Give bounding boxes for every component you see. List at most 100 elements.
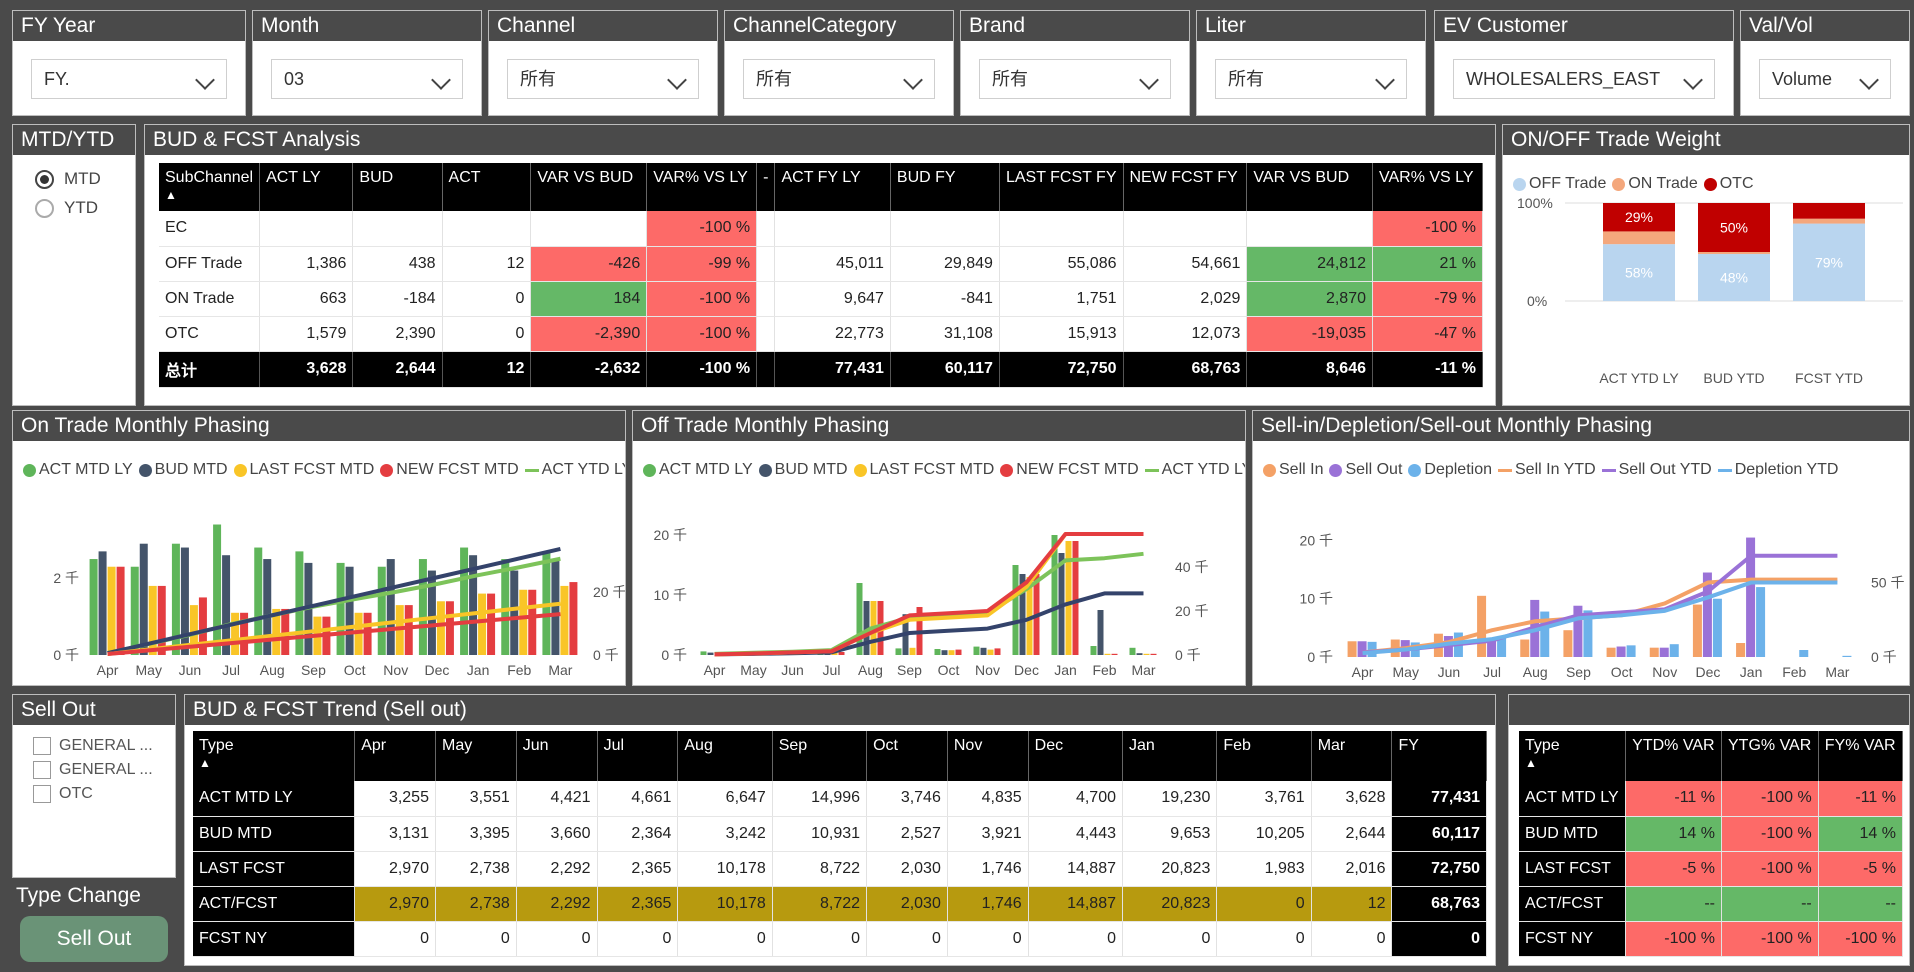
checkbox-general-2[interactable]: GENERAL ... (33, 761, 153, 779)
trend-col-header[interactable]: FY (1391, 731, 1487, 781)
data-label: 58% (1625, 265, 1653, 281)
bud-col-header[interactable]: ACT FY LY (774, 163, 891, 211)
table-cell: 60,117 (1391, 816, 1487, 852)
trend-col-header[interactable]: Sep (772, 731, 868, 781)
filter-dropdown[interactable]: Volume (1759, 59, 1891, 99)
bar (551, 559, 560, 655)
x-tick-label: BUD YTD (1703, 370, 1764, 386)
bar (157, 585, 166, 655)
legend-item: Sell Out (1329, 461, 1402, 479)
trend-col-header[interactable]: Jul (597, 731, 679, 781)
table-cell: 20,823 (1122, 851, 1218, 887)
bar (148, 585, 157, 655)
trend-col-header[interactable]: Apr (354, 731, 436, 781)
table-cell: 2,970 (354, 851, 436, 887)
legend-marker (643, 463, 656, 477)
bud-col-header[interactable]: ACT (442, 163, 532, 211)
chevron-down-icon (1683, 70, 1703, 90)
table-cell: 29,849 (890, 246, 1000, 282)
var-col-header[interactable]: YTG% VAR (1721, 731, 1819, 781)
trend-col-header[interactable]: Oct (866, 731, 948, 781)
filter-dropdown[interactable]: 所有 (1215, 59, 1407, 99)
x-tick-label: Mar (1825, 664, 1849, 680)
table-row: LAST FCST -5 % -100 % -5 % (1519, 851, 1904, 887)
series-line (107, 612, 561, 657)
filter-dropdown[interactable]: 所有 (507, 59, 699, 99)
checkbox-otc[interactable]: OTC (33, 785, 93, 803)
filter-dropdown[interactable]: 03 (271, 59, 463, 99)
table-cell: 3,551 (435, 781, 517, 817)
bud-col-header[interactable]: VAR% VS LY (646, 163, 758, 211)
filter-dropdown[interactable]: WHOLESALERS_EAST (1453, 59, 1715, 99)
x-tick-label: Sep (1566, 664, 1591, 680)
total-cell: -11 % (1372, 351, 1483, 388)
bud-col-header[interactable]: VAR% VS LY (1372, 163, 1483, 211)
bar (1756, 587, 1766, 657)
legend-marker (1329, 463, 1343, 477)
trend-col-header[interactable]: Jan (1122, 731, 1218, 781)
bud-col-header[interactable]: SubChannel ▲ (159, 163, 261, 211)
bud-col-header[interactable]: VAR VS BUD (1246, 163, 1373, 211)
var-col-header[interactable]: YTD% VAR (1625, 731, 1722, 781)
table-cell: 12,073 (1123, 316, 1248, 352)
legend-marker (853, 463, 867, 477)
trend-col-header[interactable]: Type ▲ (193, 731, 356, 781)
x-tick-label: Jul (222, 662, 240, 678)
trend-col-header[interactable]: Jun (516, 731, 598, 781)
bud-col-header[interactable]: - (756, 163, 776, 211)
radio-ytd[interactable]: YTD (35, 198, 98, 218)
bar (1659, 647, 1669, 657)
bar (1799, 650, 1809, 657)
trend-col-header[interactable]: Dec (1028, 731, 1124, 781)
table-cell: 3,628 (1311, 781, 1393, 817)
type-change-title: Type Change (16, 884, 141, 907)
filter-dropdown[interactable]: 所有 (979, 59, 1171, 99)
trend-col-header[interactable]: May (435, 731, 517, 781)
radio-mtd[interactable]: MTD (35, 169, 101, 189)
table-cell: -2,390 (530, 316, 648, 352)
x-tick-label: May (740, 662, 766, 678)
bar (240, 612, 249, 655)
bar (838, 652, 845, 655)
var-col-header[interactable]: FY% VAR (1818, 731, 1904, 781)
sell-phasing-panel: Sell-in/Depletion/Sell-out Monthly Phasi… (1252, 410, 1910, 686)
bar (1487, 640, 1497, 657)
bar (272, 608, 281, 655)
var-col-header[interactable]: Type ▲ (1519, 731, 1627, 781)
trend-col-header[interactable]: Aug (677, 731, 773, 781)
x-tick-label: Jul (823, 662, 841, 678)
legend-off-trade: OFF Trade (1513, 175, 1606, 193)
filter-dropdown[interactable]: FY. (31, 59, 227, 99)
filter-value: 所有 (1228, 69, 1264, 89)
filter-title: Brand (961, 11, 1189, 41)
table-cell: 2,644 (1311, 816, 1393, 852)
bud-col-header[interactable]: ACT LY (259, 163, 354, 211)
trend-col-header[interactable]: Feb (1216, 731, 1312, 781)
sell-out-title: Sell Out (13, 695, 175, 725)
bar (487, 593, 496, 655)
total-cell: 60,117 (890, 351, 1000, 388)
bud-col-header[interactable]: LAST FCST FY (999, 163, 1124, 211)
trend-col-header[interactable]: Nov (947, 731, 1029, 781)
legend-marker (1717, 468, 1732, 472)
bar (1692, 604, 1702, 657)
legend-marker (1263, 463, 1276, 477)
bud-col-header[interactable]: NEW FCST FY (1123, 163, 1248, 211)
sell-out-toggle-button[interactable]: Sell Out (20, 916, 168, 962)
filter-dropdown[interactable]: 所有 (743, 59, 935, 99)
checkbox-general-1[interactable]: GENERAL ... (33, 737, 153, 755)
bud-col-header[interactable]: VAR VS BUD (530, 163, 648, 211)
table-cell: 2,016 (1311, 851, 1393, 887)
bud-col-header[interactable]: BUD (352, 163, 443, 211)
table-cell: 0 (1122, 921, 1218, 957)
table-cell: LAST FCST (193, 851, 356, 887)
filter-title: Liter (1197, 11, 1425, 41)
legend-marker (758, 463, 772, 477)
table-cell: 4,443 (1028, 816, 1124, 852)
trend-col-header[interactable]: Mar (1311, 731, 1393, 781)
bud-col-header[interactable]: BUD FY (890, 163, 1000, 211)
filter-title: FY Year (13, 11, 245, 41)
data-label: 48% (1720, 269, 1748, 285)
filter-brand: Brand 所有 (960, 10, 1190, 116)
filter-fy-year: FY Year FY. (12, 10, 246, 116)
